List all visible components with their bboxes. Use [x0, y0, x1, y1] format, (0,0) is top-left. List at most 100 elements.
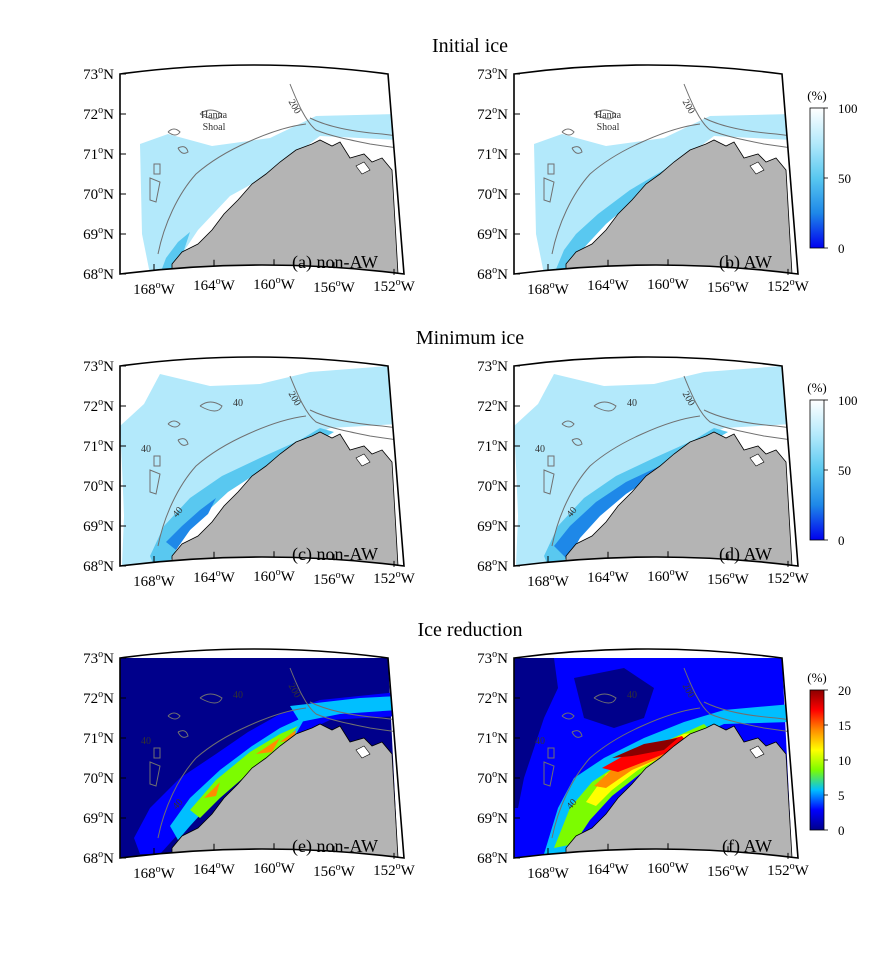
- isobath-ring: [167, 128, 181, 136]
- lon-label: 156oW: [707, 278, 750, 296]
- isobath-ring: [547, 747, 555, 759]
- alaska-coastline: [565, 723, 793, 858]
- panel-label-a: (a) non-AW: [292, 252, 378, 273]
- hanna-label: Hanna: [201, 110, 228, 121]
- colorbar-tick-label: 0: [838, 241, 845, 256]
- lon-label: 168oW: [527, 864, 570, 882]
- row-title-0: Initial ice: [432, 35, 508, 57]
- ice-field-contour: [612, 738, 678, 758]
- lat-label: 71oN: [83, 729, 114, 747]
- colorbar-tick-label: 50: [838, 463, 851, 478]
- panel-label-c: (c) non-AW: [292, 544, 378, 565]
- isobath-ring: [593, 693, 617, 704]
- ice-field-contour: [514, 658, 558, 808]
- colorbar-unit: (%): [807, 380, 827, 395]
- lon-label: 156oW: [707, 862, 750, 880]
- isobath-40-label: 40: [141, 444, 151, 455]
- isobath-line: [289, 375, 399, 441]
- lon-label: 164oW: [587, 276, 630, 294]
- alaska-coastline: [171, 723, 399, 858]
- isobath-line: [309, 701, 399, 721]
- isobath-40-label: 40: [627, 690, 637, 701]
- lon-label: 168oW: [527, 280, 570, 298]
- lagoon: [355, 161, 371, 175]
- lat-label: 69oN: [477, 809, 508, 827]
- lon-label: 156oW: [313, 862, 356, 880]
- lon-label: 152oW: [767, 861, 810, 879]
- panel-label-e: (e) non-AW: [292, 836, 378, 857]
- lon-label: 152oW: [767, 569, 810, 587]
- ice-field-contour: [534, 114, 792, 274]
- colorbar-tick-label: 0: [838, 533, 845, 548]
- colorbar-tick-label: 100: [838, 393, 858, 408]
- isobath-line: [683, 83, 793, 149]
- lat-label: 70oN: [477, 477, 508, 495]
- lagoon: [355, 453, 371, 467]
- lat-label: 70oN: [477, 769, 508, 787]
- isobath-40-label: 40: [627, 398, 637, 409]
- colorbar-tick-label: 5: [838, 788, 845, 803]
- panel-label-f: (f) AW: [722, 836, 772, 857]
- ice-field-contour: [160, 232, 190, 274]
- isobath-ring: [167, 712, 181, 720]
- lon-label: 156oW: [707, 570, 750, 588]
- lon-label: 152oW: [373, 861, 416, 879]
- lon-label: 168oW: [133, 572, 176, 590]
- isobath-line: [551, 415, 701, 547]
- lagoon: [749, 161, 765, 175]
- lat-label: 70oN: [83, 477, 114, 495]
- colorbar-2: (%) 20 15 10 5 0: [807, 670, 851, 838]
- colorbar-gradient: [809, 107, 825, 249]
- colorbar-unit: (%): [807, 88, 827, 103]
- isobath-line: [551, 123, 701, 255]
- lon-label: 168oW: [133, 864, 176, 882]
- lon-label: 164oW: [587, 860, 630, 878]
- isobath-40-label: 40: [535, 444, 545, 455]
- lat-label: 69oN: [83, 225, 114, 243]
- lagoon: [749, 745, 765, 759]
- lon-label: 160oW: [647, 275, 690, 293]
- lon-label: 152oW: [767, 277, 810, 295]
- isobath-ring: [561, 712, 575, 720]
- lat-label: 68oN: [477, 849, 508, 867]
- lat-label: 71oN: [83, 145, 114, 163]
- lat-label: 70oN: [83, 769, 114, 787]
- lat-label: 72oN: [477, 105, 508, 123]
- lat-label: 72oN: [83, 105, 114, 123]
- isobath-ring: [177, 730, 189, 738]
- isobath-ring: [547, 163, 555, 175]
- isobath-ring: [149, 761, 161, 787]
- isobath-line: [289, 83, 399, 149]
- isobath-line: [683, 375, 793, 441]
- lon-label: 168oW: [133, 280, 176, 298]
- lat-label: 73oN: [83, 649, 114, 667]
- isobath-ring: [153, 747, 161, 759]
- lon-label: 164oW: [193, 568, 236, 586]
- panel-label-b: (b) AW: [719, 252, 772, 273]
- lat-label: 68oN: [83, 849, 114, 867]
- lat-label: 72oN: [477, 689, 508, 707]
- isobath-ring: [543, 469, 555, 495]
- alaska-coastline: [171, 139, 399, 274]
- map-frame: [119, 648, 405, 859]
- isobath-ring: [547, 455, 555, 467]
- isobath-ring: [149, 177, 161, 203]
- ice-field-contour: [166, 498, 216, 550]
- isobath-ring: [543, 177, 555, 203]
- isobath-ring: [561, 420, 575, 428]
- row-title-2: Ice reduction: [418, 619, 523, 641]
- lat-label: 68oN: [83, 557, 114, 575]
- colorbar-tick-label: 20: [838, 683, 851, 698]
- lat-label: 71oN: [477, 145, 508, 163]
- lat-label: 72oN: [477, 397, 508, 415]
- colorbar-gradient: [809, 689, 825, 831]
- lat-label: 72oN: [83, 689, 114, 707]
